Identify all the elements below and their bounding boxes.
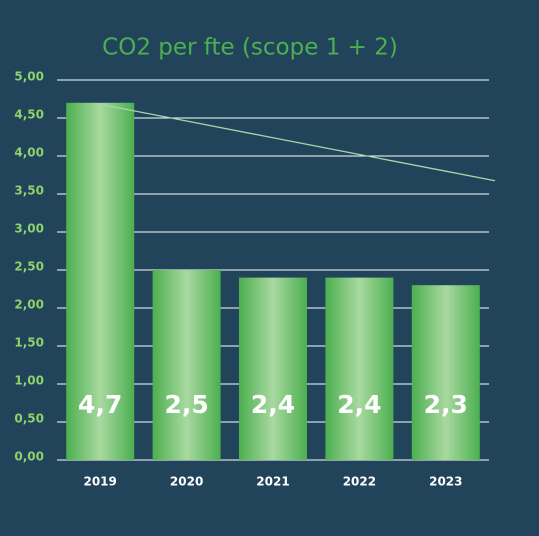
y-tick-label: 1,50 xyxy=(14,336,44,350)
value-label: 2,3 xyxy=(424,390,468,419)
bar xyxy=(66,102,135,461)
chart-title: CO2 per fte (scope 1 + 2) xyxy=(102,35,398,61)
x-tick-label: 2021 xyxy=(256,475,289,489)
trend-line xyxy=(100,103,496,182)
y-tick-label: 3,00 xyxy=(14,222,44,236)
y-tick-label: 0,50 xyxy=(14,412,44,426)
y-tick-label: 4,00 xyxy=(14,146,44,160)
value-label: 4,7 xyxy=(78,390,122,419)
value-label: 2,4 xyxy=(337,390,381,419)
value-label: 2,5 xyxy=(164,390,208,419)
y-tick-label: 1,00 xyxy=(14,374,44,388)
y-tick-label: 4,50 xyxy=(14,108,44,122)
bar xyxy=(239,277,307,460)
x-tick-label: 2023 xyxy=(429,475,462,489)
y-tick-label: 2,50 xyxy=(14,260,44,274)
x-tick-label: 2019 xyxy=(83,475,116,489)
bar xyxy=(411,285,480,460)
bar xyxy=(325,277,394,460)
x-tick-label: 2022 xyxy=(343,475,376,489)
y-tick-label: 3,50 xyxy=(14,184,44,198)
y-tick-label: 2,00 xyxy=(14,298,44,312)
value-label: 2,4 xyxy=(251,390,295,419)
y-tick-label: 0,00 xyxy=(14,450,44,464)
y-tick-label: 5,00 xyxy=(14,70,44,84)
bar xyxy=(152,270,221,460)
x-tick-label: 2020 xyxy=(170,475,203,489)
